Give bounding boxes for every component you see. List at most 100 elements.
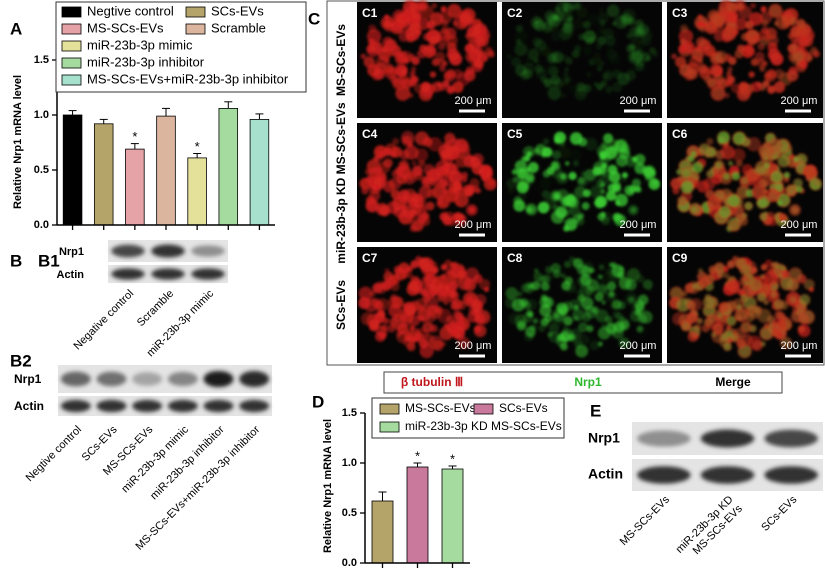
red-signal: [401, 136, 410, 145]
red-signal: [410, 194, 424, 208]
green-signal: [574, 186, 587, 199]
red-signal: [429, 12, 444, 26]
green-signal: [766, 212, 775, 221]
green-signal: [698, 268, 703, 273]
green-signal: [707, 196, 721, 210]
green-signal: [774, 21, 779, 26]
green-signal: [708, 10, 721, 23]
red-signal: [387, 275, 398, 286]
panel-id: C8: [507, 251, 523, 265]
green-signal: [595, 43, 602, 50]
green-signal: [587, 266, 595, 274]
green-signal: [793, 156, 800, 163]
red-signal: [384, 143, 398, 157]
green-signal: [612, 21, 617, 26]
lane-label: MS-SCs-EVs: [618, 493, 673, 548]
green-signal: [750, 3, 755, 8]
y-tick-label: 0.0: [34, 219, 49, 231]
green-signal: [506, 53, 512, 59]
y-tick-label: 1.5: [34, 54, 49, 66]
red-signal: [463, 69, 476, 82]
red-signal: [410, 10, 422, 23]
green-signal: [522, 312, 534, 323]
green-signal: [629, 51, 642, 65]
micrograph-signal: [359, 130, 497, 233]
green-signal: [651, 50, 659, 58]
green-signal: [553, 269, 562, 278]
green-signal: [601, 300, 607, 305]
red-signal: [465, 204, 478, 216]
green-signal: [762, 80, 770, 87]
green-signal: [789, 204, 801, 216]
green-signal: [733, 328, 745, 340]
green-signal: [568, 171, 577, 181]
green-signal: [544, 10, 557, 23]
green-signal: [601, 162, 608, 169]
green-signal: [599, 26, 607, 34]
green-signal: [757, 58, 766, 67]
red-signal: [417, 49, 427, 59]
green-signal: [601, 323, 607, 329]
green-signal: [589, 185, 603, 199]
lane-label: Negtive control: [24, 424, 84, 484]
red-signal: [410, 260, 419, 269]
blot-band: [132, 399, 163, 413]
legend-swatch: [379, 403, 400, 415]
red-signal: [360, 53, 367, 60]
red-signal: [730, 83, 741, 94]
red-signal: [449, 317, 465, 333]
green-signal: [790, 43, 798, 51]
red-signal: [789, 153, 795, 159]
green-signal: [798, 325, 809, 336]
green-signal: [562, 74, 569, 81]
green-signal: [742, 165, 752, 175]
green-signal: [563, 316, 573, 326]
red-signal: [409, 1, 422, 14]
green-signal: [544, 196, 557, 210]
green-signal: [555, 302, 566, 312]
green-signal: [716, 269, 725, 278]
red-signal: [431, 81, 443, 93]
green-signal: [720, 333, 729, 342]
lane-label: miR-23b-3p mimic: [145, 287, 217, 359]
green-signal: [568, 84, 577, 93]
red-signal: [748, 172, 762, 186]
green-signal: [535, 67, 547, 79]
blot-band: [239, 399, 270, 413]
red-signal: [449, 291, 457, 299]
green-signal: [605, 69, 614, 78]
green-signal: [538, 275, 548, 285]
green-signal: [686, 301, 696, 310]
green-signal: [734, 49, 743, 59]
green-signal: [761, 264, 768, 271]
red-signal: [375, 155, 383, 163]
green-signal: [778, 213, 787, 222]
green-signal: [691, 283, 698, 290]
green-signal: [751, 82, 761, 92]
blot-band: [151, 268, 185, 280]
red-signal: [441, 26, 450, 35]
bar: [406, 466, 429, 564]
panel-label: B2: [10, 351, 32, 370]
significance-mark: *: [195, 139, 200, 154]
legend-label: MS-SCs-EVs+miR-23b-3p inhibitor: [87, 71, 289, 86]
bar: [218, 108, 239, 226]
green-signal: [637, 294, 649, 306]
red-signal: [422, 176, 431, 185]
red-signal: [392, 9, 406, 23]
blot-band: [191, 245, 225, 257]
green-signal: [569, 132, 583, 145]
red-signal: [431, 2, 438, 9]
red-signal: [368, 24, 377, 33]
green-signal: [513, 196, 522, 205]
panel-label: B1: [38, 251, 60, 270]
green-signal: [575, 6, 589, 19]
red-signal: [377, 206, 385, 214]
blot-band: [60, 399, 91, 413]
green-signal: [629, 43, 637, 51]
green-signal: [505, 287, 518, 300]
micrograph-signal: [360, 0, 495, 102]
legend-swatch: [185, 23, 206, 35]
red-signal: [423, 163, 435, 176]
green-signal: [738, 82, 749, 92]
